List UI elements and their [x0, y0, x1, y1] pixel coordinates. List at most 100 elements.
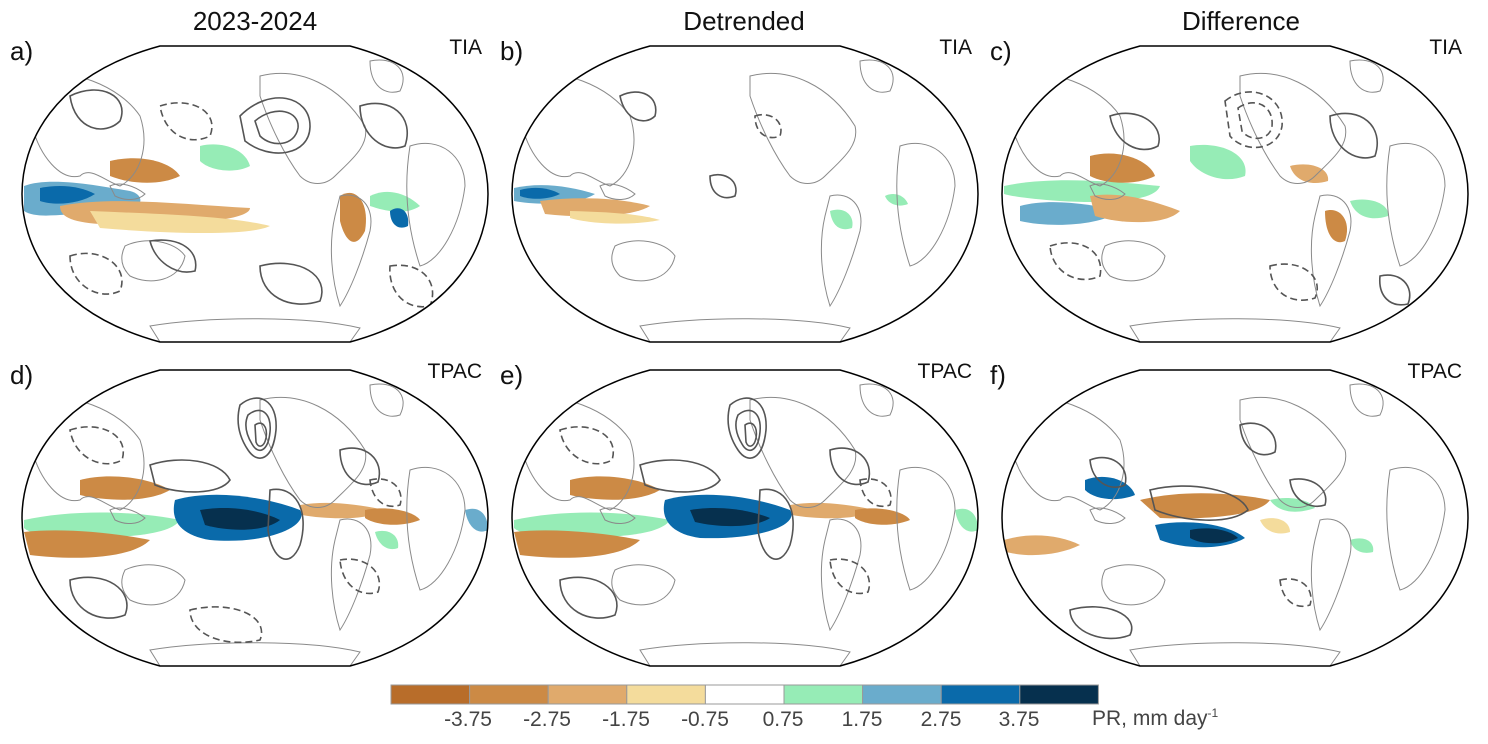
positive-contour-3 — [69, 89, 123, 130]
precip-anomaly-area-6 — [1290, 164, 1329, 184]
colorbar-bin-6 — [783, 684, 864, 705]
coastline-2 — [599, 183, 636, 200]
coastline-7 — [369, 59, 404, 93]
precip-anomaly-area-2 — [1085, 476, 1135, 500]
precip-anomaly-area-3 — [570, 476, 660, 500]
coastline-5 — [1310, 518, 1352, 632]
precip-anomaly-area-3 — [540, 198, 650, 217]
positive-contour-2 — [709, 174, 737, 199]
precip-anomaly-area-7 — [340, 192, 366, 242]
coastline-3 — [121, 564, 186, 606]
coastline-2 — [109, 507, 146, 524]
region-label-b: TIA — [939, 36, 972, 59]
map-content — [1004, 383, 1446, 666]
precip-anomaly-area-4 — [90, 211, 270, 233]
coastline-3 — [611, 240, 676, 282]
negative-contour-6 — [1269, 263, 1318, 301]
precip-anomaly-area-7 — [855, 508, 910, 525]
positive-contour-1 — [727, 397, 767, 459]
precip-anomaly-area-7 — [1260, 518, 1290, 534]
positive-contour-4 — [1329, 112, 1378, 159]
positive-contour-7 — [1379, 274, 1411, 306]
colorbar-tick-8: 3.75 — [998, 708, 1040, 731]
positive-contour-7 — [339, 447, 381, 486]
precip-anomaly-area-6 — [885, 193, 908, 206]
column-title-detrended: Detrended — [683, 6, 805, 36]
map-background — [1002, 46, 1468, 342]
coastline-5 — [820, 194, 862, 308]
positive-contour-1 — [619, 91, 657, 122]
colorbar — [390, 684, 1099, 705]
positive-contour-4 — [1069, 606, 1133, 640]
precip-anomaly-area-3 — [80, 476, 170, 500]
map-border — [21, 369, 489, 667]
positive-contour-3 — [1239, 422, 1277, 456]
region-label-c: TIA — [1429, 36, 1462, 59]
coastline-7 — [859, 383, 894, 417]
positive-contour-5 — [757, 488, 794, 560]
map-e — [511, 369, 979, 667]
map-panel-e: e) TPAC — [500, 360, 990, 680]
precip-anomaly-area-2 — [40, 186, 95, 204]
map-background — [22, 46, 488, 342]
precip-anomaly-area-5 — [200, 508, 280, 530]
colorbar-bin-2 — [469, 684, 549, 705]
coastline-4 — [749, 396, 857, 508]
coastline-6 — [406, 142, 466, 267]
precip-anomaly-area-7 — [365, 508, 420, 525]
coastline-8 — [639, 642, 851, 666]
positive-contour-5 — [267, 488, 304, 560]
map-content — [24, 59, 466, 342]
negative-contour-6 — [559, 426, 615, 465]
map-panel-b: b) TIA — [500, 36, 990, 356]
positive-contour-7 — [829, 447, 871, 486]
negative-contour-6 — [69, 426, 125, 465]
coastline-4 — [259, 396, 367, 508]
precip-anomaly-area-9 — [465, 508, 488, 532]
colorbar-tick-2: -2.75 — [523, 708, 571, 731]
positive-contour-2 — [1149, 485, 1249, 521]
negative-contour-4 — [159, 102, 213, 141]
negative-contour-8 — [859, 478, 892, 507]
precip-anomaly-area-5 — [830, 209, 853, 230]
positive-contour-2 — [254, 110, 299, 145]
coastline-4 — [1239, 72, 1347, 184]
map-panel-f: f) TPAC — [990, 360, 1480, 680]
positive-contour-3 — [1109, 112, 1160, 151]
positive-contour-9 — [149, 239, 197, 273]
precip-anomaly-area-3 — [1090, 153, 1155, 183]
precip-anomaly-area-2 — [24, 530, 150, 558]
coastline-6 — [896, 142, 956, 267]
coastline-3 — [611, 564, 676, 606]
coastline-8 — [149, 318, 361, 342]
precip-anomaly-area-5 — [690, 507, 770, 527]
column-title-2023-2024: 2023-2024 — [192, 6, 318, 36]
negative-contour-8 — [369, 478, 402, 507]
coastline-7 — [1349, 59, 1384, 93]
panel-label-e: e) — [500, 360, 524, 390]
coastline-4 — [1239, 396, 1347, 508]
coastline-5 — [820, 518, 862, 632]
positive-contour-4 — [149, 459, 231, 493]
negative-contour-5 — [1049, 242, 1102, 281]
precip-anomaly-area-8 — [955, 508, 978, 532]
coastline-6 — [1386, 142, 1446, 267]
positive-contour-1 — [237, 397, 277, 459]
column-title-difference: Difference — [1181, 6, 1301, 36]
coastline-7 — [859, 59, 894, 93]
map-panel-d: d) TPAC — [10, 360, 500, 680]
coastline-2 — [109, 183, 146, 200]
coastline-3 — [121, 240, 186, 282]
map-background — [1002, 370, 1468, 666]
colorbar-bin-5 — [704, 684, 785, 705]
colorbar-bin-7 — [862, 684, 942, 705]
panel-label-f: f) — [990, 360, 1006, 390]
panel-label-d: d) — [10, 360, 34, 390]
negative-contour-6 — [1279, 578, 1312, 607]
map-content — [514, 383, 978, 666]
precip-anomaly-area-7 — [1325, 210, 1348, 243]
coastline-5 — [1310, 194, 1352, 308]
coastline-8 — [1129, 642, 1341, 666]
precip-anomaly-area-8 — [1350, 199, 1389, 219]
coastline-3 — [1101, 564, 1166, 606]
